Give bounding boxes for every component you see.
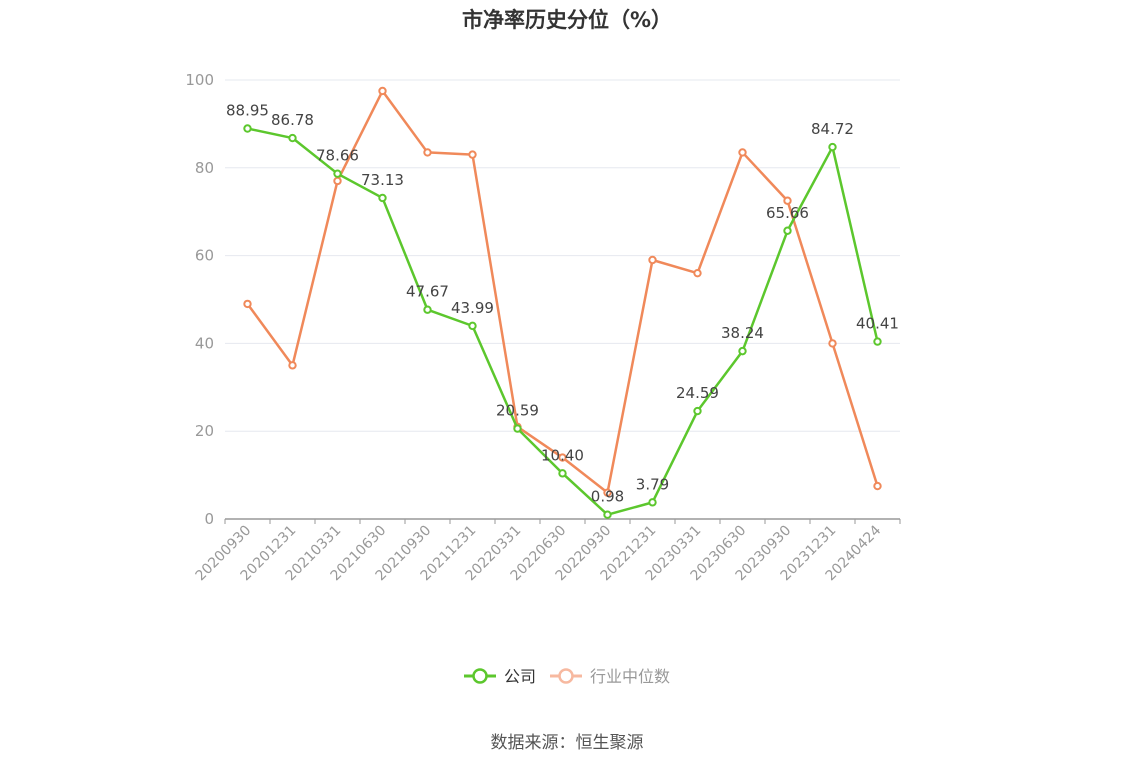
data-point-0 bbox=[603, 510, 612, 519]
data-label: 0.98 bbox=[591, 488, 624, 506]
data-point-1 bbox=[288, 361, 297, 370]
data-point-1 bbox=[468, 150, 477, 159]
chart-title: 市净率历史分位（%） bbox=[461, 8, 673, 32]
data-label: 20.59 bbox=[496, 402, 539, 420]
legend-marker-dot bbox=[472, 668, 488, 684]
data-label: 38.24 bbox=[721, 324, 764, 342]
data-label: 78.66 bbox=[316, 147, 359, 165]
data-label: 3.79 bbox=[636, 475, 669, 493]
data-label: 43.99 bbox=[451, 299, 494, 317]
data-point-1 bbox=[378, 86, 387, 96]
data-point-0 bbox=[333, 169, 342, 178]
data-point-0 bbox=[693, 406, 702, 416]
data-point-1 bbox=[243, 299, 252, 309]
data-point-0 bbox=[468, 321, 477, 331]
data-point-0 bbox=[783, 226, 792, 235]
data-point-0 bbox=[378, 193, 387, 203]
data-point-0 bbox=[288, 133, 297, 143]
data-label: 24.59 bbox=[676, 384, 719, 402]
data-label: 40.41 bbox=[856, 315, 899, 333]
data-point-1 bbox=[333, 176, 342, 186]
data-point-1 bbox=[738, 148, 747, 157]
data-point-1 bbox=[783, 196, 792, 205]
y-tick-label: 100 bbox=[185, 71, 214, 89]
data-point-1 bbox=[603, 488, 612, 497]
data-label: 65.66 bbox=[766, 204, 809, 222]
data-label: 47.67 bbox=[406, 283, 449, 301]
legend-label: 公司 bbox=[504, 667, 536, 686]
data-label: 86.78 bbox=[271, 111, 314, 129]
data-point-0 bbox=[738, 346, 747, 356]
y-tick-label: 40 bbox=[195, 334, 214, 352]
data-label: 10.40 bbox=[541, 446, 584, 464]
data-point-1 bbox=[648, 255, 657, 265]
data-label: 88.95 bbox=[226, 102, 269, 120]
data-point-1 bbox=[423, 148, 432, 157]
data-point-0 bbox=[873, 337, 882, 346]
y-tick-label: 80 bbox=[195, 159, 214, 177]
data-source-note: 数据来源：恒生聚源 bbox=[490, 733, 644, 753]
data-point-1 bbox=[828, 339, 837, 348]
y-tick-label: 60 bbox=[195, 247, 214, 265]
y-tick-label: 0 bbox=[204, 510, 214, 528]
data-point-1 bbox=[558, 453, 567, 462]
data-point-0 bbox=[423, 305, 432, 314]
data-label: 73.13 bbox=[361, 171, 404, 189]
data-point-0 bbox=[558, 469, 567, 478]
data-point-0 bbox=[243, 124, 252, 133]
data-point-1 bbox=[873, 481, 882, 491]
data-point-0 bbox=[648, 498, 657, 507]
data-point-1 bbox=[693, 268, 702, 278]
y-tick-label: 20 bbox=[195, 422, 214, 440]
data-label: 84.72 bbox=[811, 120, 854, 138]
legend-label: 行业中位数 bbox=[590, 667, 670, 686]
legend-marker-dot bbox=[558, 668, 574, 684]
data-point-0 bbox=[828, 142, 837, 152]
data-point-0 bbox=[513, 424, 522, 433]
